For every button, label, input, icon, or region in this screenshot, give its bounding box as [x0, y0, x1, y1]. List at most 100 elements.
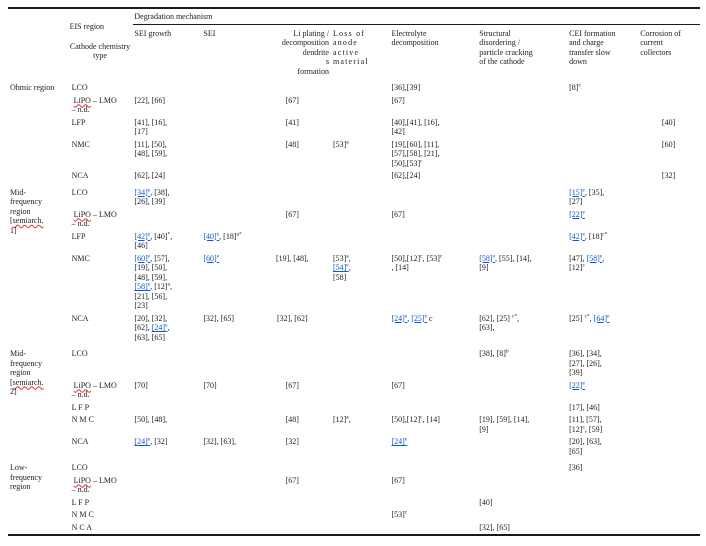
cathode-cell: N M C: [71, 415, 94, 424]
ref-cell: [48]: [285, 415, 299, 424]
ref-cell: [639, 475, 700, 497]
citation-link[interactable]: [60]e: [134, 252, 151, 263]
ref-cell: [478, 436, 568, 458]
table-row: Mid- frequency region [semiarch. 2] LCO [3…: [8, 344, 700, 396]
ref-cell: [11], [57], [12]c, [59]: [569, 415, 603, 434]
table-row: NCA [20], [32], [62], [24]e, [63], [65] [3…: [8, 313, 700, 345]
ref-cell: [202, 497, 254, 510]
ref-cell: [255, 497, 332, 510]
citation-link[interactable]: [24]e: [134, 436, 151, 446]
ref-cell: [133, 509, 202, 522]
ref-cell: [40]e, [18]a*: [203, 230, 242, 241]
ref-cell: [38], [8]b: [479, 348, 509, 358]
citation-link[interactable]: [58]e: [586, 252, 603, 263]
ref-cell: [133, 522, 202, 536]
ref-cell: [32], [62]: [276, 313, 308, 323]
ref-cell: [19],[60], [11], [57],[58], [21], [50],[…: [391, 139, 440, 168]
ref-cell: [67]: [285, 380, 299, 390]
ref-cell: [202, 209, 254, 231]
ref-cell: [332, 402, 391, 415]
ref-cell: [36], [34], [27], [26], [39]: [569, 349, 602, 377]
citation-link[interactable]: [34]e: [134, 186, 151, 197]
citation-link[interactable]: [24]e: [391, 436, 408, 446]
ref-cell: [390, 497, 478, 510]
ref-cell: [62], [25] c*, [63],: [479, 312, 520, 332]
ref-cell: [53]a: [332, 138, 349, 149]
ref-cell: [568, 170, 639, 183]
misspelled-word: LiPO: [73, 475, 91, 485]
ref-cell: [639, 414, 700, 436]
citation-link[interactable]: [25]e: [411, 312, 428, 323]
ref-cell: [36],[39]: [391, 83, 421, 92]
citation-link[interactable]: [42]e: [134, 230, 151, 241]
ref-cell: [639, 497, 700, 510]
ref-cell: [17], [46]: [569, 402, 600, 412]
header-row-top: EIS region Cathode chemistry type Degrad…: [8, 8, 700, 60]
ref-cell: [478, 380, 568, 402]
ref-cell: [255, 344, 332, 380]
ref-cell: [202, 183, 254, 209]
eis-region-cell: Mid- frequency region [semiarch. 1]: [10, 187, 44, 235]
ref-cell: [67]: [285, 475, 299, 485]
column-header: SEI growth: [134, 28, 172, 38]
ref-cell: [19], [59], [14], [9]: [479, 415, 530, 434]
ref-cell: [332, 436, 391, 458]
ref-cell: [332, 209, 391, 231]
ref-cell: [478, 139, 568, 171]
cathode-cell: NMC: [71, 253, 90, 263]
ref-cell: [568, 522, 639, 536]
ref-cell: [478, 170, 568, 183]
citation-link[interactable]: [58]e: [134, 281, 151, 291]
ref-cell: [20], [63], [65]: [569, 437, 602, 456]
ref-cell: [24]e, [32]: [134, 436, 168, 446]
ref-cell: [332, 475, 391, 497]
ref-cell: [32]: [285, 437, 299, 446]
eis-region-cell: Mid- frequency region [semiarch. 2]: [10, 349, 44, 396]
citation-link[interactable]: [22]e: [569, 208, 585, 219]
ref-cell: [40]: [479, 497, 493, 507]
column-header: Loss of anode active material: [332, 28, 369, 67]
ref-cell: [332, 458, 391, 475]
ref-cell: [22]e: [568, 209, 639, 231]
cathode-cell: LiPO – LMO – n.d.: [71, 380, 117, 400]
table-row: LiPO – LMO – n.d. [70] [70] [67] [67] [22]e: [8, 380, 700, 402]
misspelled-word: LiPO: [73, 380, 91, 390]
ref-cell: [639, 402, 700, 415]
table-row: Mid- frequency region [semiarch. 1] LCO [3…: [8, 183, 700, 234]
ref-cell: [32]: [661, 171, 676, 180]
ref-cell: [19], [48],: [275, 253, 309, 263]
ref-cell: [133, 497, 202, 510]
ref-cell: [202, 509, 254, 522]
ref-cell: [390, 183, 478, 209]
citation-link[interactable]: [24]e: [151, 322, 168, 332]
citation-link[interactable]: [42]e: [569, 230, 585, 241]
citation-link[interactable]: [15]e: [569, 186, 585, 197]
cathode-type-header: Cathode chemistry type: [69, 41, 131, 61]
citation-link[interactable]: [58]e: [479, 252, 496, 263]
column-header: CEI formation and charge transfer slow d…: [569, 28, 616, 67]
citation-link[interactable]: [64]e: [593, 312, 610, 323]
cathode-cell: N C A: [71, 522, 93, 532]
citation-link[interactable]: [24]e: [391, 312, 408, 323]
ref-cell: [24]e, [25]e c: [391, 312, 433, 323]
citation-link[interactable]: [40]e: [203, 230, 220, 241]
ref-cell: [133, 475, 202, 497]
eis-region-cell: Low- frequency region: [10, 463, 42, 491]
table-row: LiPO – LMO – n.d. [22], [66] [67] [67]: [8, 95, 700, 117]
degradation-mechanism-header: Degradation mechanism: [133, 8, 700, 25]
cathode-cell: NMC: [71, 139, 90, 149]
citation-link[interactable]: [22]e: [569, 379, 585, 390]
ref-cell: [50],[12]c, [53]c , [14]: [391, 252, 443, 272]
ref-cell: [639, 522, 700, 536]
ref-cell: [332, 95, 391, 117]
ref-cell: [639, 509, 700, 522]
ref-cell: [67]: [285, 209, 299, 219]
ref-cell: [478, 458, 568, 475]
ref-cell: [62], [24]: [134, 171, 166, 180]
citation-link[interactable]: [54]e: [332, 262, 349, 272]
eis-region-header-spacer: [8, 8, 69, 82]
citation-link[interactable]: [60]e: [203, 252, 220, 263]
cathode-cell: L F P: [71, 402, 90, 412]
ref-cell: [639, 380, 700, 402]
